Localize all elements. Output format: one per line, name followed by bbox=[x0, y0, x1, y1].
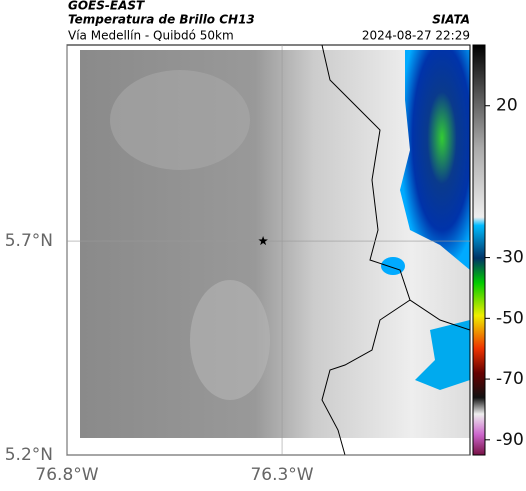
x-tick-label: 76.3°W bbox=[250, 465, 313, 485]
satellite: GOES-EAST bbox=[68, 0, 145, 13]
y-tick-label: 5.7°N bbox=[5, 231, 53, 251]
product: Temperatura de Brillo CH13 bbox=[68, 13, 255, 27]
colorbar-label: 20 bbox=[496, 96, 518, 116]
route: Vía Medellín - Quibdó 50km bbox=[68, 29, 234, 43]
colorbar-label: -30 bbox=[496, 248, 524, 268]
x-tick-label: 76.8°W bbox=[35, 465, 98, 485]
source: SIATA bbox=[432, 13, 470, 27]
colorbar-label: -70 bbox=[496, 369, 524, 389]
colorbar-label: -90 bbox=[496, 430, 524, 450]
map-image bbox=[67, 45, 470, 455]
timestamp: 2024-08-27 22:29 bbox=[362, 29, 470, 43]
colorbar bbox=[472, 44, 486, 456]
colorbar-label: -50 bbox=[496, 308, 524, 328]
y-tick-label: 5.2°N bbox=[5, 445, 53, 465]
marker bbox=[258, 236, 268, 246]
